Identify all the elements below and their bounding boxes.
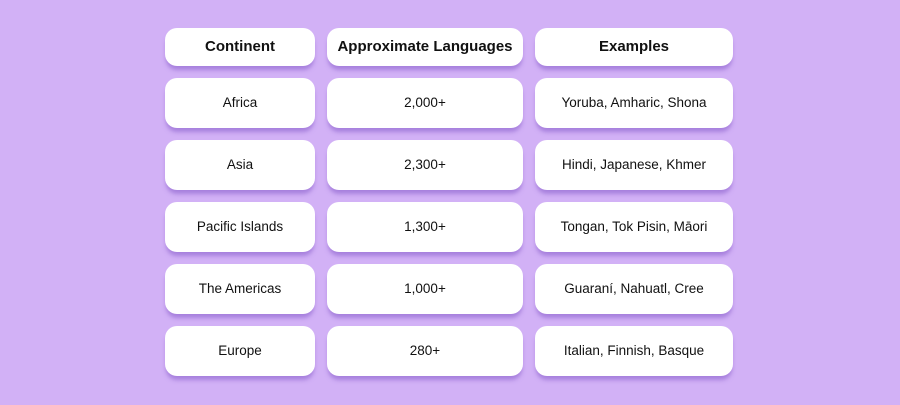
cell-examples-pacific-islands: Tongan, Tok Pisin, Māori xyxy=(535,202,733,252)
column-header-approximate-languages: Approximate Languages xyxy=(327,28,523,66)
cell-languages-the-americas: 1,000+ xyxy=(327,264,523,314)
cell-continent-asia: Asia xyxy=(165,140,315,190)
cell-languages-asia: 2,300+ xyxy=(327,140,523,190)
cell-continent-the-americas: The Americas xyxy=(165,264,315,314)
cell-examples-asia: Hindi, Japanese, Khmer xyxy=(535,140,733,190)
cell-continent-africa: Africa xyxy=(165,78,315,128)
cell-languages-africa: 2,000+ xyxy=(327,78,523,128)
cell-continent-europe: Europe xyxy=(165,326,315,376)
languages-by-continent-table: Continent Approximate Languages Examples… xyxy=(165,28,733,376)
cell-examples-europe: Italian, Finnish, Basque xyxy=(535,326,733,376)
cell-examples-the-americas: Guaraní, Nahuatl, Cree xyxy=(535,264,733,314)
cell-continent-pacific-islands: Pacific Islands xyxy=(165,202,315,252)
cell-examples-africa: Yoruba, Amharic, Shona xyxy=(535,78,733,128)
column-header-continent: Continent xyxy=(165,28,315,66)
column-header-examples: Examples xyxy=(535,28,733,66)
cell-languages-pacific-islands: 1,300+ xyxy=(327,202,523,252)
cell-languages-europe: 280+ xyxy=(327,326,523,376)
